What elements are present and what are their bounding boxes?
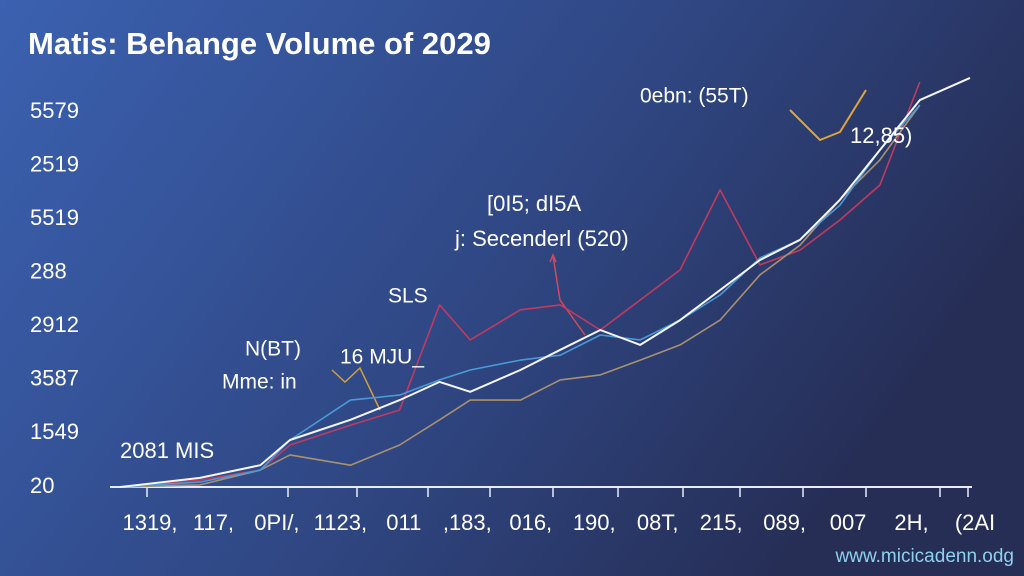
y-tick-label: 5519 [30,205,79,230]
x-tick-label: 007 [830,510,867,535]
annotation: N(BT) [245,338,301,361]
x-tick-label: 215, [700,510,743,535]
x-tick-label: 011 [386,510,421,535]
x-tick-label: 1123, [314,510,367,535]
annotation: SLS [388,285,428,308]
y-tick-label: 5579 [30,98,79,123]
y-tick-label: 20 [30,473,54,498]
y-tick-label: 2519 [30,151,79,176]
series-line [119,81,921,488]
x-tick-label: 0PI/, [254,510,299,535]
y-tick-label: 2912 [30,312,79,337]
y-tick-label: 3587 [30,366,79,391]
x-tick-label: 190, [573,510,616,535]
x-tick-label: 089, [763,510,806,535]
x-tick-label: 1319, [122,510,177,535]
x-tick-label: (2AI [955,510,995,535]
annotation-arrow [549,253,586,336]
annotation: [0I5; dI5A [487,191,582,216]
annotation: 2081 MIS [120,438,214,463]
y-tick-label: 1549 [30,419,79,444]
y-tick-label: 288 [30,259,67,284]
annotation: 12,85) [850,123,912,148]
series-line [119,76,971,488]
x-tick-label: 117, [193,510,234,535]
x-tick-label: 2H, [894,510,928,535]
watermark: www.micicadenn.odg [835,546,1014,567]
annotation-arrow [331,366,381,411]
series-line [119,104,921,488]
annotation: j: Secenderl (520) [454,226,629,251]
chart-title: Matis: Behange Volume of 2029 [28,26,491,61]
x-tick-label: 016, [509,510,552,535]
annotation: 0ebn: (55T) [640,85,749,108]
x-tick-label: 08T, [637,510,679,535]
annotation: 16 MJU_ [340,346,424,369]
annotation: Mme: in [222,371,297,394]
annotation-arrow [789,89,867,142]
x-tick-label: ,183, [443,510,492,535]
